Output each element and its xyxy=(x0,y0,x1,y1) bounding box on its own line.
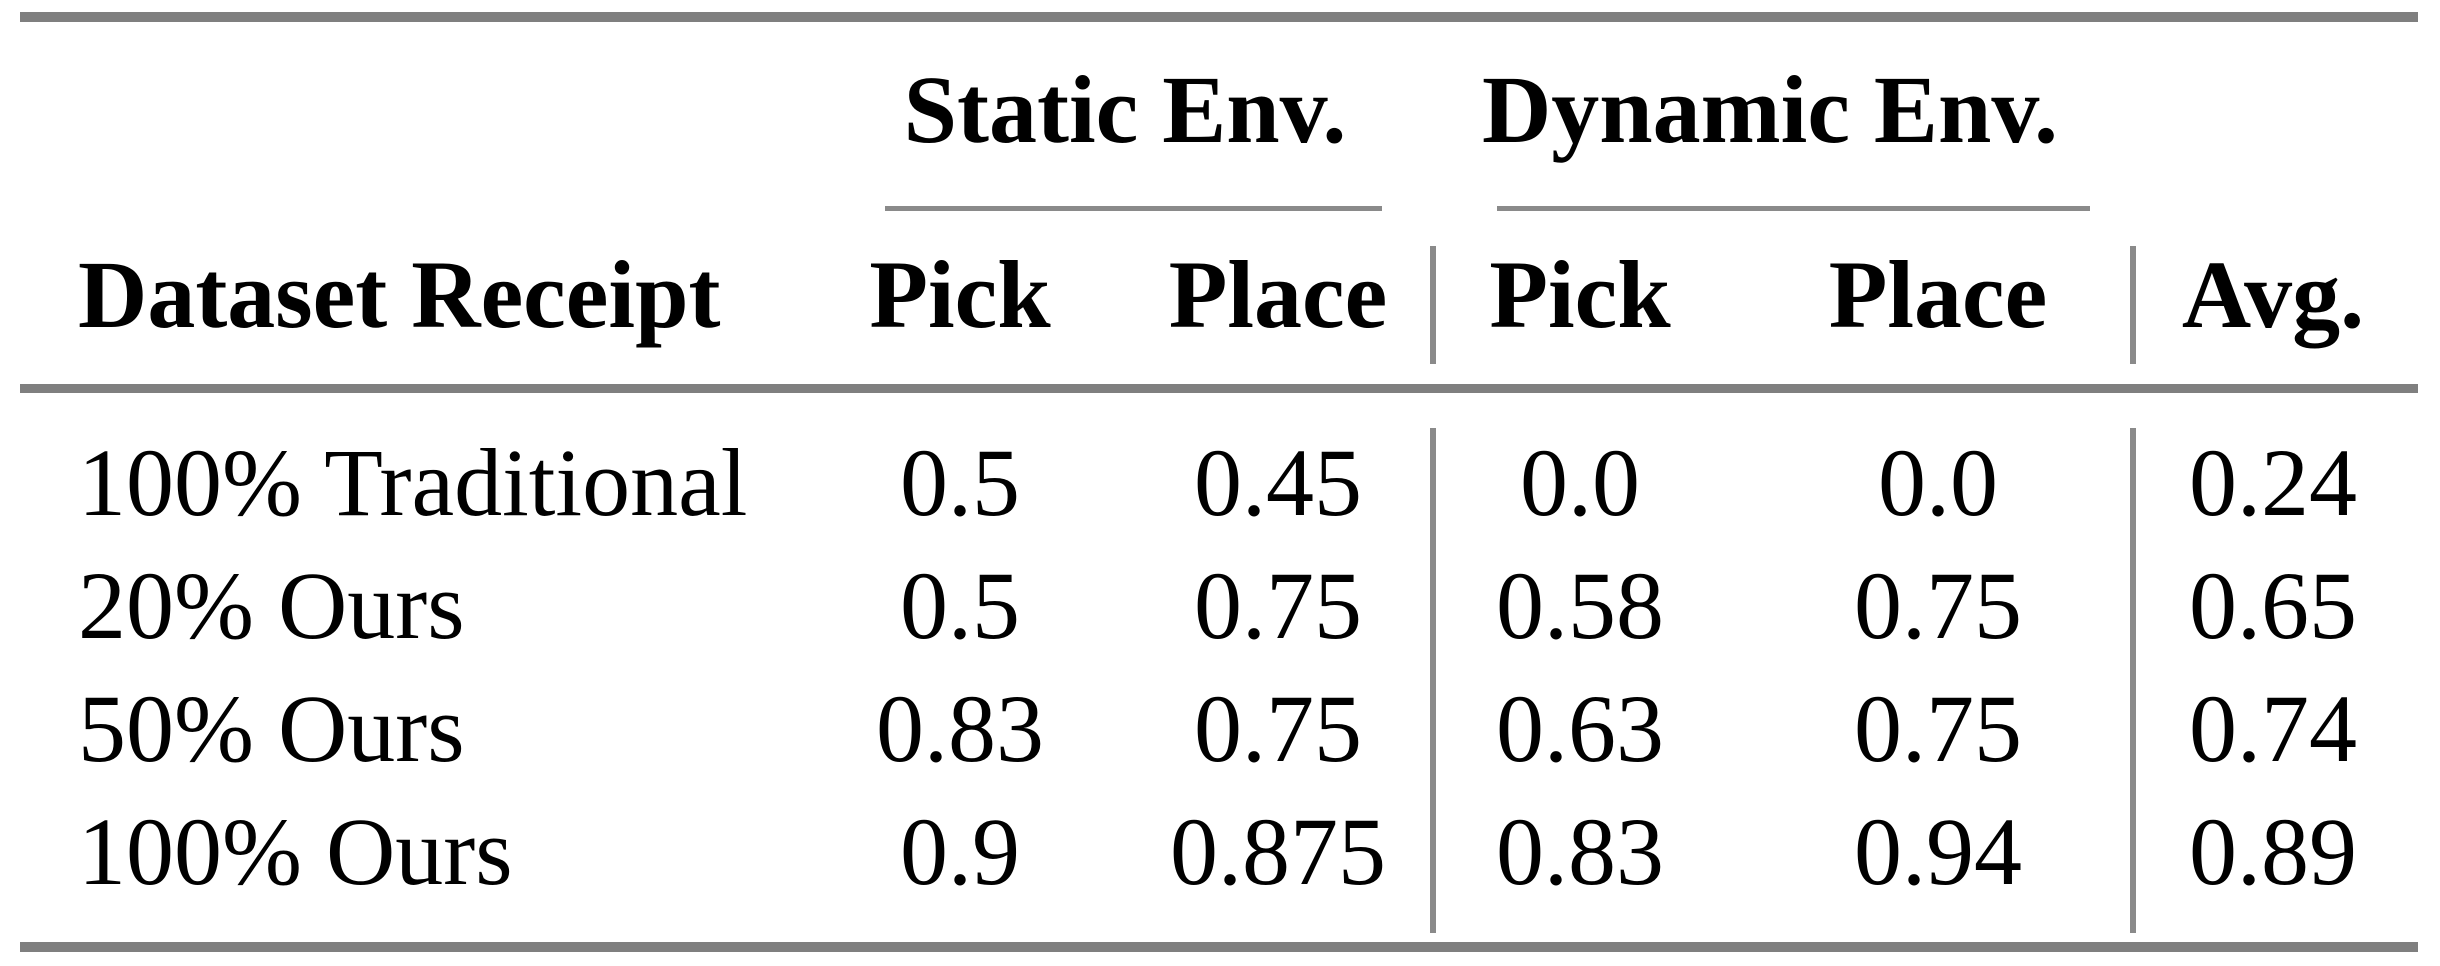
table-top-rule xyxy=(20,12,2418,22)
column-group-dynamic-env: Dynamic Env. xyxy=(1481,56,2059,163)
vertical-rule-avg-body xyxy=(2130,428,2136,933)
cell-dynamic-pick: 0.63 xyxy=(1496,675,1664,782)
vertical-rule-static-dynamic-body xyxy=(1430,428,1436,933)
cell-static-place: 0.75 xyxy=(1194,675,1362,782)
cell-dynamic-pick: 0.83 xyxy=(1496,798,1664,905)
column-header-dynamic-place: Place xyxy=(1828,241,2048,348)
column-header-avg: Avg. xyxy=(2181,241,2365,348)
dynamic-env-cmidrule xyxy=(1497,206,2090,211)
row-label: 100% Traditional xyxy=(78,429,748,536)
table-row: 50% Ours 0.83 0.75 0.63 0.75 0.74 xyxy=(0,667,2440,790)
table-row: 20% Ours 0.5 0.75 0.58 0.75 0.65 xyxy=(0,544,2440,667)
cell-static-pick: 0.5 xyxy=(900,429,1020,536)
cell-avg: 0.74 xyxy=(2189,675,2357,782)
column-header-dynamic-pick: Pick xyxy=(1489,241,1671,348)
cell-dynamic-place: 0.94 xyxy=(1854,798,2022,905)
column-header-static-pick: Pick xyxy=(869,241,1051,348)
vertical-rule-static-dynamic-header xyxy=(1430,246,1436,364)
row-label: 20% Ours xyxy=(78,552,465,659)
row-label: 100% Ours xyxy=(78,798,513,905)
vertical-rule-avg-header xyxy=(2130,246,2136,364)
table-mid-rule xyxy=(20,384,2418,393)
table-row: 100% Ours 0.9 0.875 0.83 0.94 0.89 xyxy=(0,790,2440,913)
column-header-static-place: Place xyxy=(1168,241,1388,348)
cell-static-place: 0.75 xyxy=(1194,552,1362,659)
cell-static-place: 0.875 xyxy=(1170,798,1386,905)
cell-static-pick: 0.83 xyxy=(876,675,1044,782)
cell-avg: 0.24 xyxy=(2189,429,2357,536)
column-header-dataset-receipt: Dataset Receipt xyxy=(78,241,721,348)
cell-static-pick: 0.9 xyxy=(900,798,1020,905)
cell-dynamic-place: 0.75 xyxy=(1854,552,2022,659)
cell-static-pick: 0.5 xyxy=(900,552,1020,659)
cell-dynamic-pick: 0.58 xyxy=(1496,552,1664,659)
cell-dynamic-place: 0.75 xyxy=(1854,675,2022,782)
cell-avg: 0.65 xyxy=(2189,552,2357,659)
column-group-static-env: Static Env. xyxy=(903,56,1347,163)
row-label: 50% Ours xyxy=(78,675,465,782)
table-row: 100% Traditional 0.5 0.45 0.0 0.0 0.24 xyxy=(0,421,2440,544)
table-bottom-rule xyxy=(20,942,2418,952)
cell-static-place: 0.45 xyxy=(1194,429,1362,536)
static-env-cmidrule xyxy=(885,206,1382,211)
cell-dynamic-pick: 0.0 xyxy=(1520,429,1640,536)
cell-dynamic-place: 0.0 xyxy=(1878,429,1998,536)
cell-avg: 0.89 xyxy=(2189,798,2357,905)
